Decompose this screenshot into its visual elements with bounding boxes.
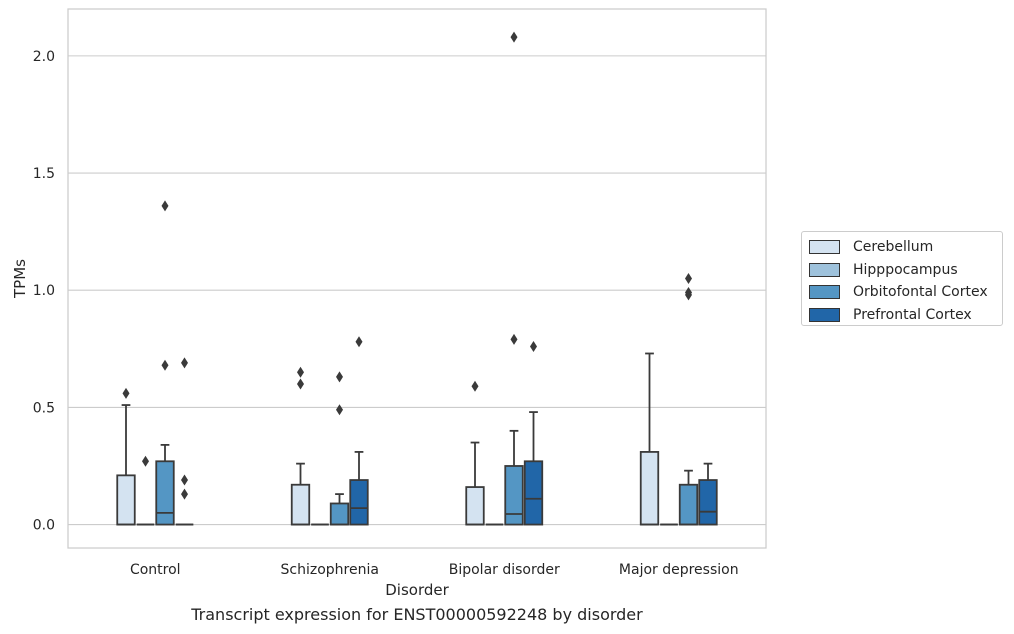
x-tick-label: Bipolar disorder [449,562,560,578]
y-tick-label: 1.0 [33,283,55,299]
x-tick-label: Control [130,562,181,578]
box-mark [155,200,175,526]
box-series [116,31,718,526]
outlier-point [297,378,304,390]
outlier-point [685,273,692,284]
box-mark [290,366,311,526]
outlier-point [510,31,518,43]
x-axis-title: Disorder [385,581,449,599]
box-mark [678,273,699,526]
outlier-point [181,488,188,500]
outlier-point [181,474,188,486]
series-cerebellum [116,352,660,526]
legend-label: Cerebellum [853,239,934,256]
y-tick-label: 1.5 [33,166,55,182]
box-mark [136,455,155,526]
box-mark [639,352,660,526]
plot-frame [67,8,767,549]
box-body [678,483,699,526]
outlier-point [355,336,363,348]
box-mark [116,387,136,526]
legend-item-cerebellum: Cerebellum [809,236,1002,259]
box-mark [698,462,718,526]
legend-swatch [809,285,840,300]
outlier-point [471,380,479,392]
box-body [465,486,485,526]
box-body [504,465,524,526]
legend-item-orbitofrontal-cortex: Orbitofontal Cortex [809,281,1002,304]
outlier-point [685,287,692,299]
outlier-point [510,333,518,345]
legend-label: Prefrontal Cortex [853,306,972,323]
x-tick-label: Major depression [619,562,739,578]
chart-title: Transcript expression for ENST0000059224… [191,605,643,624]
box-body [116,474,136,526]
x-tick-labels: Control Schizophrenia Bipolar disorder Majo… [130,562,739,578]
box-mark [523,340,544,526]
box-body [290,483,311,526]
legend-swatch [809,240,840,255]
box-body [349,479,369,526]
outlier-point [297,366,304,378]
y-axis-title: TPMs [11,259,29,299]
outlier-point [122,387,130,399]
box-body [698,479,718,526]
series-orbitofontal-cortex [155,31,699,526]
legend-item-hippocampus: Hipppocampus [809,259,1002,282]
legend-swatch [809,307,840,322]
outlier-point [181,357,188,369]
legend-swatch [809,262,840,277]
outlier-point [530,340,537,352]
outlier-point [161,359,169,371]
x-tick-label: Schizophrenia [281,562,379,578]
box-body [155,460,175,526]
legend-item-prefrontal-cortex: Prefrontal Cortex [809,304,1002,327]
box-mark [465,380,485,526]
series-hipppocampus [136,455,678,526]
legend-label: Orbitofontal Cortex [853,284,988,301]
box-body [523,460,544,526]
y-tick-label: 0.5 [33,400,55,416]
outlier-point [336,371,343,383]
box-mark [175,357,194,526]
gridlines [68,55,766,526]
series-prefrontal-cortex [175,336,718,526]
box-mark [504,31,524,526]
box-body [639,451,660,526]
box-mark [329,371,350,526]
outlier-point [161,200,169,212]
y-tick-label: 0.0 [33,518,55,534]
legend-label: Hipppocampus [853,261,958,278]
outlier-point [336,404,343,416]
y-tick-label: 2.0 [33,49,55,65]
outlier-point [142,455,149,467]
legend: Cerebellum Hipppocampus Orbitofontal Cor… [801,231,1003,326]
box-body [329,502,350,526]
y-tick-labels: 0.0 0.5 1.0 1.5 2.0 [33,49,55,534]
box-mark [349,336,369,526]
